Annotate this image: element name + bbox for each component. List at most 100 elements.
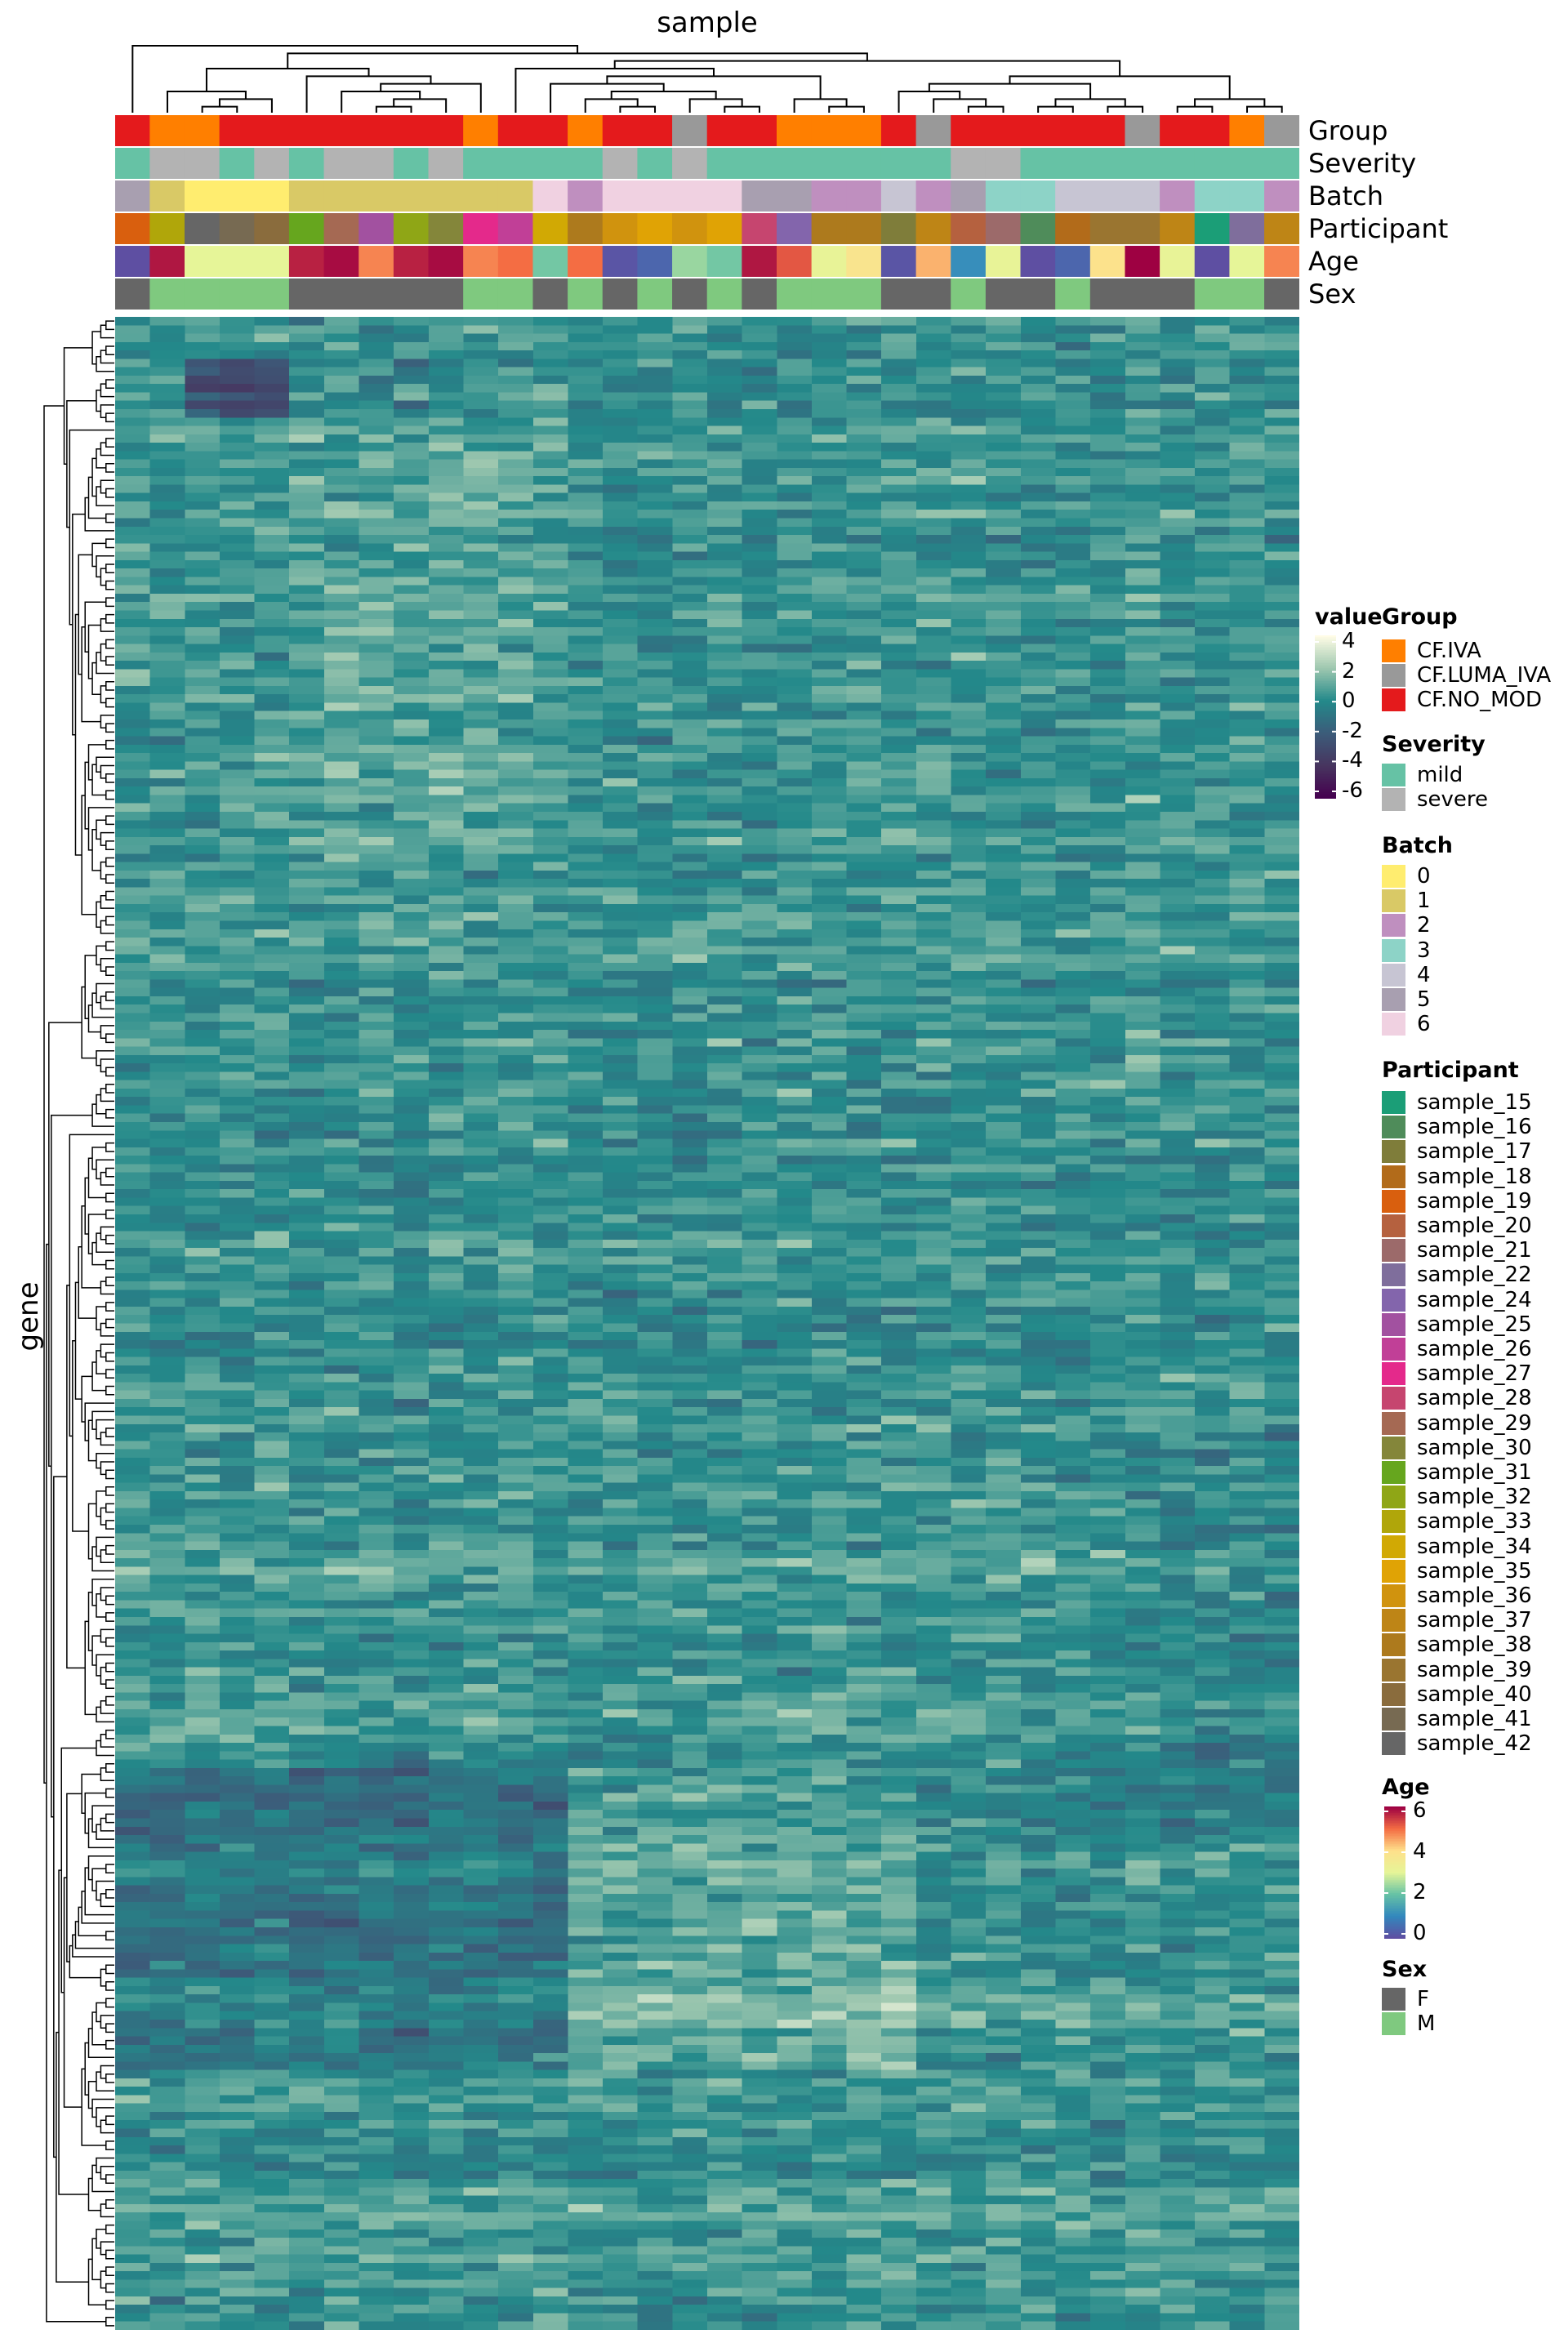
heatmap-cell — [707, 652, 743, 662]
heatmap-cell — [951, 476, 987, 485]
heatmap-cell — [672, 811, 708, 821]
heatmap-cell — [394, 392, 430, 402]
heatmap-cell — [1195, 1340, 1231, 1349]
heatmap-cell — [951, 685, 987, 695]
heatmap-cell — [637, 1315, 673, 1324]
heatmap-cell — [1020, 811, 1056, 821]
heatmap-cell — [498, 434, 534, 443]
heatmap-cell — [498, 1365, 534, 1374]
heatmap-cell — [498, 451, 534, 461]
heatmap-cell — [1125, 1423, 1160, 1433]
dendrogram-branch — [105, 2140, 114, 2150]
heatmap-cell — [115, 879, 151, 888]
heatmap-cell — [1020, 400, 1056, 410]
heatmap-cell — [742, 1130, 777, 1140]
heatmap-cell — [323, 1080, 360, 1089]
heatmap-cell — [428, 644, 464, 653]
heatmap-cell — [115, 652, 151, 662]
heatmap-cell — [254, 1264, 290, 1274]
heatmap-cell — [394, 736, 430, 746]
heatmap-cell — [846, 484, 882, 494]
heatmap-cell — [777, 484, 813, 494]
heatmap-cell — [1160, 903, 1196, 913]
heatmap-cell — [394, 577, 430, 586]
heatmap-cell — [149, 1105, 185, 1115]
heatmap-cell — [185, 903, 220, 913]
heatmap-cell — [185, 879, 220, 888]
heatmap-cell — [115, 903, 151, 913]
heatmap-cell — [811, 1063, 848, 1072]
heatmap-cell — [1264, 879, 1299, 888]
annotation-cell-group — [254, 115, 290, 146]
heatmap-cell — [394, 1046, 430, 1056]
heatmap-cell — [951, 400, 987, 410]
heatmap-cell — [1264, 467, 1299, 477]
heatmap-cell — [846, 1214, 882, 1223]
heatmap-cell — [498, 769, 534, 779]
heatmap-cell — [672, 895, 708, 905]
heatmap-cell — [219, 577, 256, 586]
heatmap-cell — [1020, 1097, 1056, 1106]
heatmap-cell — [777, 559, 813, 569]
heatmap-cell — [568, 820, 604, 830]
heatmap-cell — [1020, 1348, 1056, 1358]
heatmap-cell — [707, 879, 743, 888]
heatmap-cell — [777, 1197, 813, 1207]
heatmap-cell — [149, 317, 185, 326]
heatmap-cell — [672, 1105, 708, 1115]
heatmap-cell — [463, 736, 499, 746]
heatmap-cell — [1020, 887, 1056, 897]
heatmap-cell — [359, 510, 394, 519]
heatmap-cell — [1055, 979, 1091, 989]
heatmap-cell — [603, 526, 639, 536]
heatmap-cell — [254, 443, 290, 452]
heatmap-cell — [323, 1374, 360, 1383]
heatmap-cell — [428, 870, 464, 880]
heatmap-cell — [986, 1356, 1022, 1366]
heatmap-cell — [568, 1105, 604, 1115]
heatmap-cell — [149, 1021, 185, 1031]
dendrogram-branch — [1054, 98, 1126, 107]
heatmap-cell — [1195, 1013, 1231, 1022]
heatmap-cell — [323, 777, 360, 787]
heatmap-cell — [323, 1382, 360, 1392]
heatmap-cell — [498, 1038, 534, 1048]
heatmap-cell — [1055, 1323, 1091, 1333]
heatmap-cell — [811, 526, 848, 536]
heatmap-cell — [951, 1147, 987, 1156]
heatmap-cell — [185, 1331, 220, 1341]
heatmap-cell — [115, 803, 151, 813]
heatmap-cell — [568, 728, 604, 737]
heatmap-cell — [1195, 870, 1231, 880]
heatmap-cell — [149, 920, 185, 930]
heatmap-cell — [1160, 350, 1196, 359]
heatmap-cell — [881, 1054, 917, 1064]
heatmap-cell — [637, 786, 673, 795]
heatmap-cell — [219, 492, 256, 502]
heatmap-cell — [1264, 1080, 1299, 1089]
heatmap-cell — [915, 853, 952, 863]
heatmap-cell — [881, 1038, 917, 1048]
heatmap-cell — [1090, 559, 1126, 569]
heatmap-cell — [219, 618, 256, 628]
heatmap-cell — [115, 350, 151, 359]
heatmap-cell — [289, 1248, 325, 1257]
heatmap-cell — [777, 777, 813, 787]
heatmap-cell — [185, 677, 220, 687]
heatmap-cell — [568, 1071, 604, 1081]
heatmap-cell — [532, 1298, 568, 1307]
heatmap-cell — [185, 644, 220, 653]
annotation-cell-severity — [219, 148, 255, 179]
heatmap-cell — [532, 677, 568, 687]
heatmap-cell — [603, 1054, 639, 1064]
heatmap-cell — [115, 551, 151, 561]
heatmap-cell — [672, 1374, 708, 1383]
heatmap-cell — [707, 1080, 743, 1089]
heatmap-cell — [1055, 1231, 1091, 1241]
annotation-cell-group — [1264, 115, 1299, 146]
heatmap-cell — [811, 777, 848, 787]
heatmap-cell — [568, 1156, 604, 1165]
annotation-cell-group — [880, 115, 917, 146]
heatmap-cell — [603, 1264, 639, 1274]
heatmap-cell — [532, 1105, 568, 1115]
